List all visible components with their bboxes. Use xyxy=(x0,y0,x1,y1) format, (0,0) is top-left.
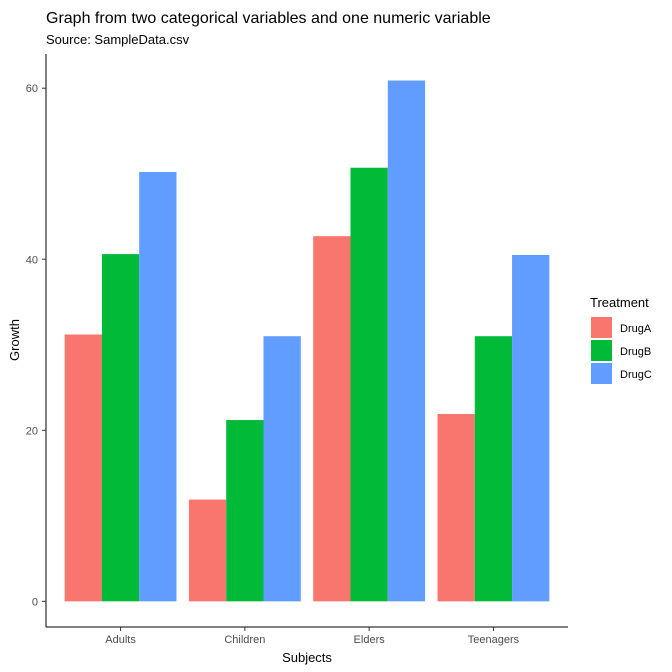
chart-title: Graph from two categorical variables and… xyxy=(46,10,491,27)
x-tick-label: Elders xyxy=(354,634,386,646)
bar-children-drugc xyxy=(263,336,301,602)
x-axis-ticks: Adults Children Elders Teenagers xyxy=(105,627,520,646)
legend-key-drugb xyxy=(591,340,612,361)
bar-elders-drugc xyxy=(387,80,426,602)
x-axis-title: Subjects xyxy=(282,650,332,665)
x-tick-label: Teenagers xyxy=(468,634,520,646)
legend-label-drugb: DrugB xyxy=(620,346,651,358)
bar-adults-druga xyxy=(64,334,102,602)
legend: Treatment DrugA DrugB DrugC xyxy=(590,295,652,384)
x-tick-label: Children xyxy=(224,634,265,646)
x-tick-label: Adults xyxy=(105,634,136,646)
y-tick-label: 20 xyxy=(26,425,38,437)
bar-teenagers-druga xyxy=(437,414,475,602)
bar-teenagers-drugc xyxy=(512,254,550,602)
legend-label-drugc: DrugC xyxy=(620,369,652,381)
legend-label-druga: DrugA xyxy=(620,323,652,335)
legend-key-druga xyxy=(591,317,612,338)
bar-teenagers-drugb xyxy=(474,336,513,602)
y-tick-label: 40 xyxy=(26,254,38,266)
legend-title: Treatment xyxy=(590,295,649,310)
y-axis-ticks: 0 20 40 60 xyxy=(26,83,46,608)
bar-elders-drugb xyxy=(350,167,388,602)
bars-group xyxy=(64,80,550,602)
bar-children-drugb xyxy=(226,420,264,602)
y-tick-label: 60 xyxy=(26,83,38,95)
y-tick-label: 0 xyxy=(32,596,38,608)
bar-elders-druga xyxy=(313,236,351,602)
bar-children-druga xyxy=(188,499,227,602)
y-axis-title: Growth xyxy=(7,319,22,361)
bar-adults-drugb xyxy=(101,254,140,602)
chart-subtitle: Source: SampleData.csv xyxy=(46,32,190,47)
bar-adults-drugc xyxy=(139,172,177,602)
legend-key-drugc xyxy=(591,363,612,384)
